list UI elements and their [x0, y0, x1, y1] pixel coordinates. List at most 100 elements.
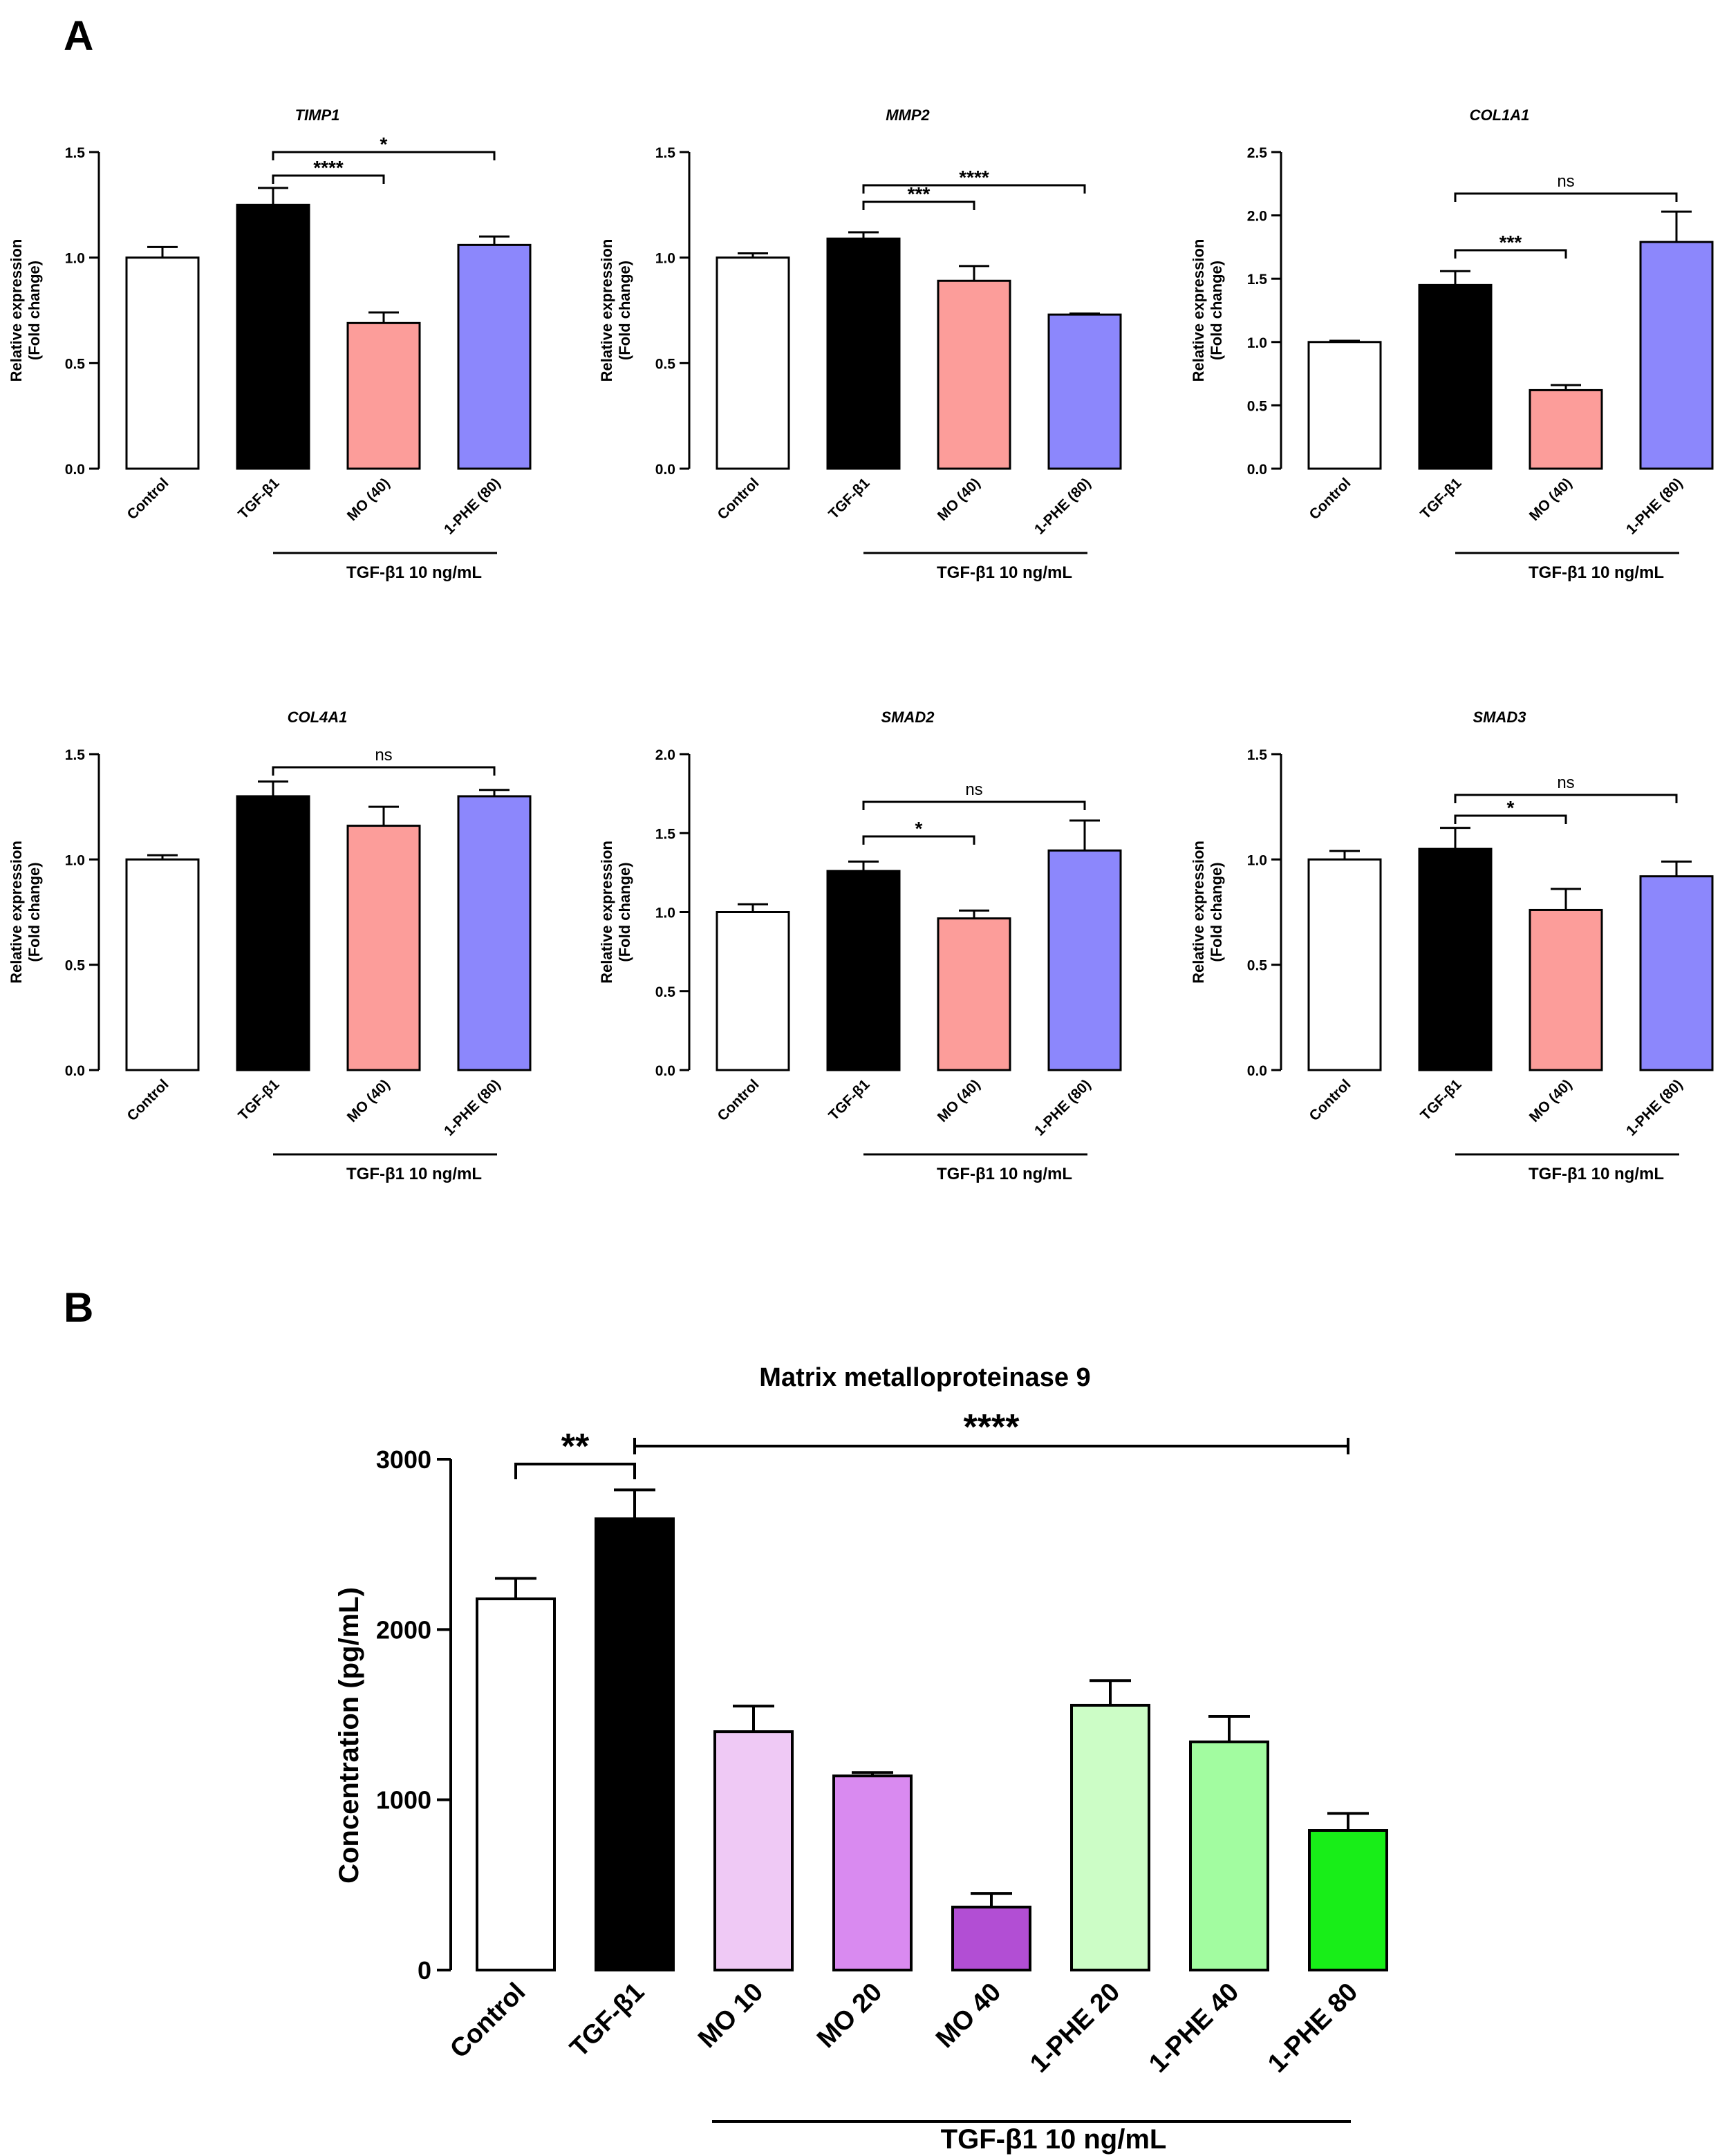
bar — [125, 858, 200, 1071]
y-axis-label: Relative expression — [8, 841, 25, 984]
y-tick-label: 0.0 — [655, 1063, 675, 1079]
y-tick-label: 0.5 — [65, 356, 86, 372]
y-tick-label: 0.5 — [65, 958, 86, 974]
y-axis-label: (Fold change) — [1208, 862, 1225, 962]
bar — [713, 1730, 794, 1971]
bar — [1529, 908, 1603, 1071]
y-tick-label: 2.5 — [1247, 145, 1268, 161]
significance-label: ns — [375, 746, 392, 765]
y-axis-label: (Fold change) — [616, 862, 633, 962]
bar — [1639, 241, 1714, 470]
y-tick-label: 0.5 — [655, 984, 676, 1000]
significance-bracket — [633, 1438, 1349, 1454]
y-tick-label: 0.0 — [1247, 1063, 1267, 1079]
chart-title: Matrix metalloproteinase 9 — [759, 1363, 1090, 1392]
y-tick-label: 1.5 — [65, 145, 86, 161]
y-tick-label: 1.0 — [65, 852, 85, 868]
bar — [1047, 313, 1122, 470]
y-tick-label: 1.5 — [655, 826, 676, 842]
significance-label: *** — [908, 183, 931, 205]
treatment-label: TGF-β1 10 ng/mL — [937, 563, 1072, 582]
significance-bracket — [1454, 794, 1678, 803]
y-axis-label: (Fold change) — [26, 862, 43, 962]
y-axis-label: Concentration (pg/mL) — [334, 1587, 364, 1884]
significance-bracket — [514, 1463, 636, 1479]
y-tick-label: 1.5 — [1247, 747, 1268, 763]
bar — [1307, 858, 1382, 1071]
bar — [826, 237, 901, 470]
y-axis-label: Relative expression — [1190, 841, 1207, 984]
significance-label: * — [1507, 797, 1515, 818]
significance-label: * — [915, 818, 923, 839]
treatment-label: TGF-β1 10 ng/mL — [346, 563, 482, 582]
y-axis-label: Relative expression — [598, 841, 615, 984]
significance-label: * — [380, 133, 388, 155]
y-tick-label: 0.0 — [65, 462, 85, 478]
bar — [716, 256, 790, 470]
significance-bracket — [272, 151, 496, 160]
significance-label: ns — [965, 780, 982, 799]
bar — [346, 825, 421, 1071]
bar — [937, 917, 1011, 1071]
significance-label: **** — [313, 157, 344, 178]
y-axis-label: (Fold change) — [26, 261, 43, 360]
bar — [236, 795, 310, 1071]
chart-timp1: TIMP1 Relative expression (Fold change) 0.0… — [8, 106, 532, 582]
significance-label: *** — [1499, 232, 1522, 253]
significance-label: **** — [959, 167, 989, 188]
bar — [457, 795, 532, 1071]
bar — [826, 870, 901, 1071]
chart-col4a1: COL4A1 Relative expression (Fold change) 0.… — [8, 709, 532, 1183]
bar — [1529, 388, 1603, 470]
y-tick-label: 1.0 — [1247, 852, 1267, 868]
bar — [1418, 283, 1493, 470]
y-axis-label: Relative expression — [8, 239, 25, 382]
bar — [476, 1597, 556, 1972]
significance-bracket — [862, 800, 1086, 810]
y-tick-label: 1.0 — [655, 906, 675, 921]
y-tick-label: 0.5 — [1247, 398, 1268, 414]
bar — [1418, 847, 1493, 1071]
significance-label: ns — [1557, 774, 1574, 792]
y-tick-label: 0.0 — [65, 1063, 85, 1079]
y-tick-label: 1.0 — [1247, 335, 1267, 351]
treatment-label: TGF-β1 10 ng/mL — [1529, 1165, 1664, 1183]
y-tick-label: 1.5 — [65, 747, 86, 763]
y-tick-label: 2000 — [376, 1615, 431, 1644]
bar — [1070, 1703, 1150, 1971]
significance-bracket — [1454, 192, 1678, 202]
y-axis-label: (Fold change) — [616, 261, 633, 360]
y-tick-label: 1000 — [376, 1786, 431, 1815]
y-tick-label: 1.5 — [655, 145, 676, 161]
significance-bracket — [272, 766, 496, 776]
y-tick-label: 3000 — [376, 1445, 431, 1474]
significance-bracket — [272, 174, 385, 184]
chart-title: TIMP1 — [295, 106, 340, 124]
panel-label-a: A — [64, 12, 93, 59]
y-tick-label: 2.0 — [1247, 209, 1267, 225]
chart-title: COL1A1 — [1470, 106, 1530, 124]
bar — [457, 243, 532, 470]
y-tick-label: 0 — [418, 1956, 431, 1985]
treatment-label: TGF-β1 10 ng/mL — [1529, 563, 1664, 582]
y-axis-label: (Fold change) — [1208, 261, 1225, 360]
bar — [1307, 341, 1382, 470]
significance-label: ** — [561, 1427, 590, 1467]
bar — [1047, 849, 1122, 1071]
bar — [236, 203, 310, 470]
y-tick-label: 0.0 — [1247, 462, 1267, 478]
bar — [1308, 1829, 1388, 1971]
treatment-label: TGF-β1 10 ng/mL — [346, 1165, 482, 1183]
significance-bracket — [1454, 249, 1567, 259]
chart-title: SMAD2 — [881, 709, 935, 726]
bar — [346, 321, 421, 470]
chart-title: COL4A1 — [288, 709, 348, 726]
significance-bracket — [1454, 814, 1567, 824]
y-tick-label: 0.5 — [655, 356, 676, 372]
significance-bracket — [862, 184, 1086, 194]
significance-label: **** — [964, 1407, 1020, 1447]
y-axis-label: Relative expression — [1190, 239, 1207, 382]
y-axis-label: Relative expression — [598, 239, 615, 382]
y-tick-label: 0.0 — [655, 462, 675, 478]
